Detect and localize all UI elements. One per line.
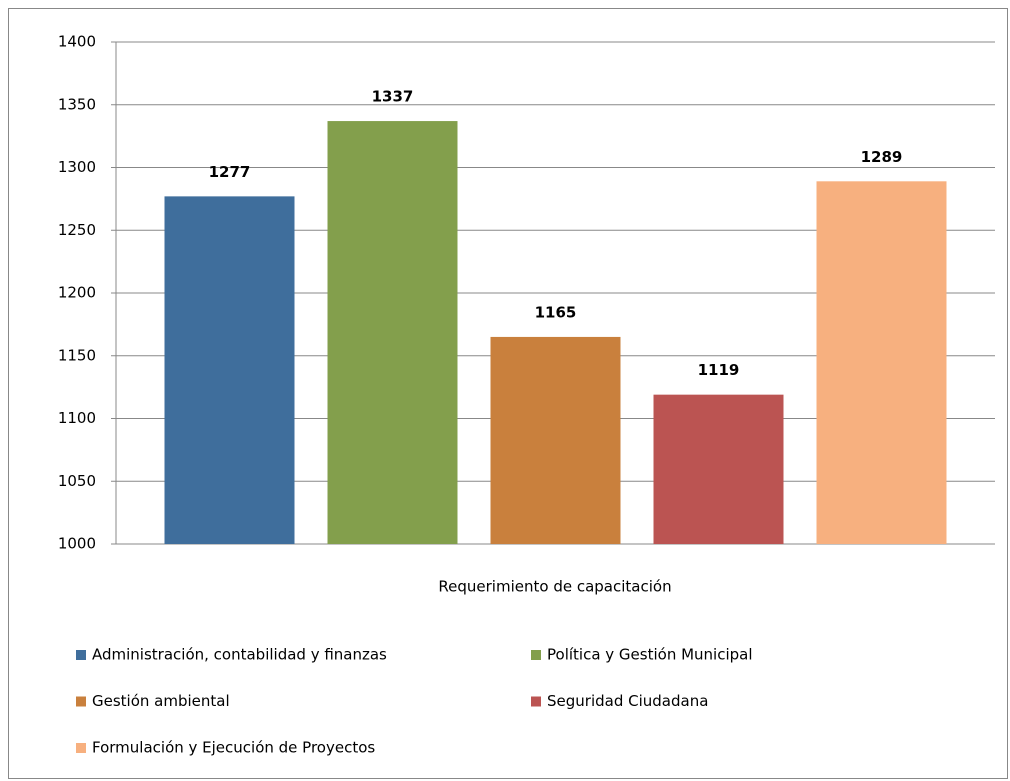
legend-swatch	[76, 650, 86, 660]
y-tick-label: 1000	[58, 535, 96, 553]
legend-swatch	[531, 696, 541, 707]
value-label: 1277	[209, 163, 251, 181]
value-label: 1119	[698, 361, 740, 379]
y-tick-label: 1250	[58, 221, 96, 239]
value-label: 1337	[372, 88, 414, 106]
y-tick-label: 1100	[58, 409, 96, 427]
bar	[164, 196, 295, 545]
value-label: 1289	[861, 148, 903, 166]
bar	[816, 181, 947, 544]
legend-label: Política y Gestión Municipal	[547, 646, 753, 664]
legend-label: Seguridad Ciudadana	[547, 692, 708, 710]
y-tick-label: 1300	[58, 158, 96, 176]
y-tick-label: 1150	[58, 346, 96, 364]
legend-swatch	[531, 650, 541, 660]
legend-label: Formulación y Ejecución de Proyectos	[92, 739, 375, 757]
y-tick-label: 1350	[58, 95, 96, 113]
legend-label: Administración, contabilidad y finanzas	[92, 646, 387, 664]
legend-swatch	[76, 743, 86, 753]
legend-label: Gestión ambiental	[92, 692, 230, 710]
y-tick-label: 1200	[58, 284, 96, 302]
bar	[327, 121, 458, 544]
legend-swatch	[76, 696, 86, 707]
y-tick-label: 1050	[58, 472, 96, 490]
value-label: 1165	[535, 303, 577, 321]
y-tick-label: 1400	[58, 33, 96, 51]
bar	[490, 336, 621, 544]
bar	[653, 394, 784, 544]
x-axis-label: Requerimiento de capacitación	[438, 578, 671, 596]
